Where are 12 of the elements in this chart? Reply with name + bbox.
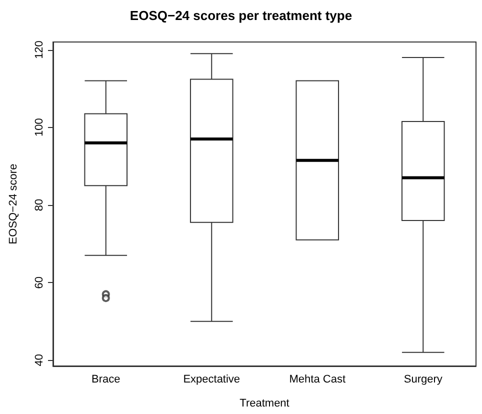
y-tick-label: 120 bbox=[34, 40, 46, 59]
y-tick-label: 100 bbox=[34, 118, 46, 137]
x-axis-title: Treatment bbox=[240, 398, 290, 410]
y-tick-label: 80 bbox=[34, 198, 46, 212]
x-tick-label: Brace bbox=[92, 374, 120, 386]
x-tick-label: Surgery bbox=[404, 374, 443, 386]
chart-title: EOSQ−24 scores per treatment type bbox=[130, 8, 352, 23]
y-tick-label: 60 bbox=[34, 276, 46, 289]
y-tick-label: 40 bbox=[34, 354, 46, 366]
x-tick-label: Expectative bbox=[183, 374, 240, 386]
x-tick-label: Mehta Cast bbox=[289, 374, 346, 386]
y-axis-title: EOSQ−24 score bbox=[8, 164, 20, 244]
